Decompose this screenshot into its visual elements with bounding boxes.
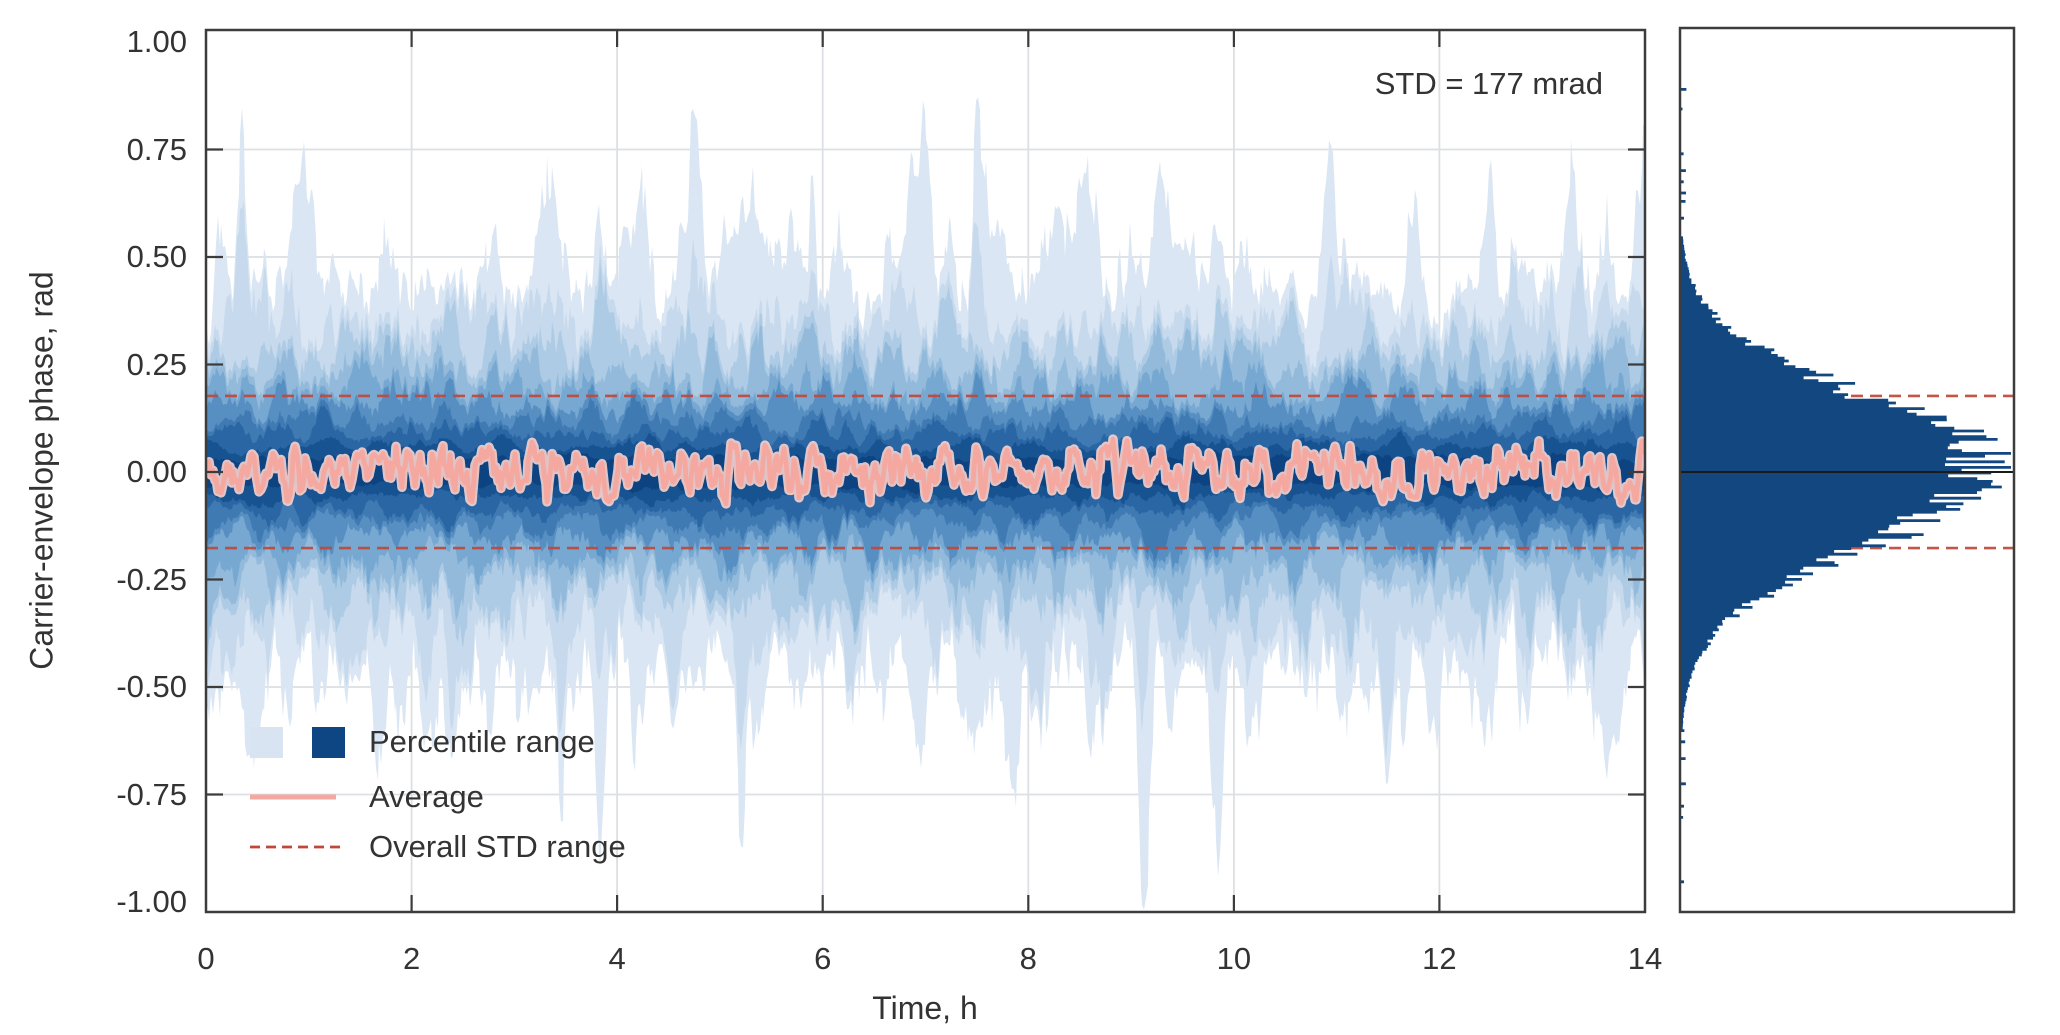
x-tick-label: 6 xyxy=(814,941,832,976)
x-tick-label: 10 xyxy=(1216,941,1252,976)
y-tick-label: -0.75 xyxy=(116,776,187,812)
percentile-dark-swatch xyxy=(312,726,345,758)
legend-item-std-range: Overall STD range xyxy=(250,827,626,867)
x-tick-label: 8 xyxy=(1019,941,1037,976)
y-tick-label: 0.00 xyxy=(126,454,187,489)
y-tick-label: -1.00 xyxy=(116,884,187,919)
y-tick-label: 1.00 xyxy=(126,24,187,59)
x-tick-label: 14 xyxy=(1627,941,1663,976)
legend-label: Average xyxy=(369,779,484,814)
y-axis-title: Carrier-envelope phase, rad xyxy=(23,271,60,670)
x-tick-label: 4 xyxy=(608,941,626,976)
percentile-light-swatch xyxy=(250,726,283,758)
legend-label: Percentile range xyxy=(369,724,595,759)
std-range-key-line xyxy=(250,845,340,849)
x-axis-title: Time, h xyxy=(872,990,978,1026)
x-tick-label: 12 xyxy=(1422,941,1457,976)
x-tick-label: 0 xyxy=(197,941,215,976)
y-tick-label: -0.25 xyxy=(116,561,187,597)
y-tick-label: 0.75 xyxy=(126,131,187,167)
y-tick-label: 0.50 xyxy=(126,239,187,274)
average-key-line xyxy=(250,794,336,800)
legend-label: Overall STD range xyxy=(369,829,626,864)
y-tick-label: -0.50 xyxy=(116,669,187,704)
x-tick-label: 2 xyxy=(402,941,421,976)
y-tick-label: 0.25 xyxy=(126,346,187,382)
legend-item-percentile-range: Percentile range xyxy=(250,722,595,762)
legend-item-average: Average xyxy=(250,777,484,817)
std-annotation: STD = 177 mrad xyxy=(1374,66,1603,101)
